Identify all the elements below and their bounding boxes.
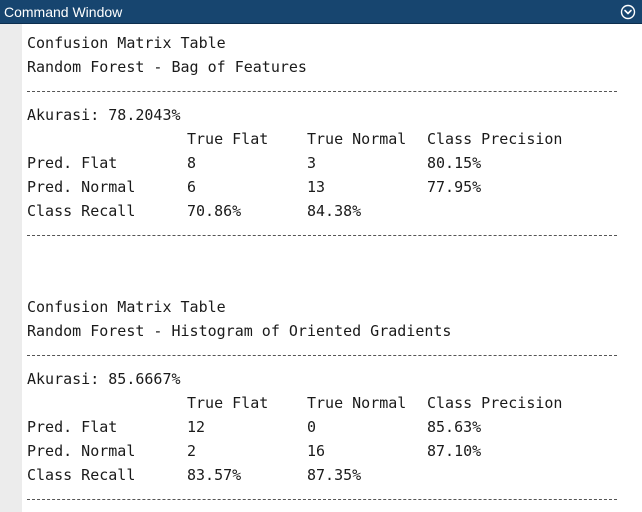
section-subheading: Random Forest - Histogram of Oriented Gr… — [27, 322, 452, 340]
table-header-row: True Flat True Normal Class Precision — [22, 391, 642, 415]
command-window-titlebar: Command Window — [0, 0, 642, 24]
table-header-row: True Flat True Normal Class Precision — [22, 127, 642, 151]
command-window-gutter — [0, 24, 22, 512]
column-header-true-normal: True Normal — [307, 130, 407, 148]
command-output[interactable]: Confusion Matrix Table Random Forest - B… — [22, 24, 642, 512]
column-header-true-flat: True Flat — [187, 394, 269, 412]
window-title: Command Window — [4, 4, 123, 20]
table-cell: 77.95% — [427, 178, 482, 196]
row-label: Class Recall — [27, 466, 136, 484]
table-row: Class Recall 70.86% 84.38% — [22, 199, 642, 223]
column-header-true-flat: True Flat — [187, 130, 269, 148]
table-cell: 87.35% — [307, 466, 362, 484]
row-label: Pred. Normal — [27, 442, 136, 460]
dashed-divider — [27, 235, 617, 236]
section-heading: Confusion Matrix Table — [27, 34, 226, 52]
column-header-class-precision: Class Precision — [427, 130, 563, 148]
table-cell: 70.86% — [187, 202, 242, 220]
table-cell: 0 — [307, 418, 317, 436]
table-row: Pred. Normal 2 16 87.10% — [22, 439, 642, 463]
section-subheading: Random Forest - Bag of Features — [27, 58, 307, 76]
dashed-divider — [27, 499, 617, 500]
accuracy-line: Akurasi: 85.6667% — [27, 370, 181, 388]
accuracy-line: Akurasi: 78.2043% — [27, 106, 181, 124]
column-header-true-normal: True Normal — [307, 394, 407, 412]
row-label: Pred. Flat — [27, 418, 118, 436]
row-label: Class Recall — [27, 202, 136, 220]
table-cell: 85.63% — [427, 418, 482, 436]
column-header-class-precision: Class Precision — [427, 394, 563, 412]
table-cell: 3 — [307, 154, 317, 172]
table-cell: 6 — [187, 178, 197, 196]
row-label: Pred. Flat — [27, 154, 118, 172]
row-label: Pred. Normal — [27, 178, 136, 196]
table-row: Pred. Normal 6 13 77.95% — [22, 175, 642, 199]
table-cell: 8 — [187, 154, 197, 172]
table-cell: 13 — [307, 178, 326, 196]
table-cell: 80.15% — [427, 154, 482, 172]
table-row: Class Recall 83.57% 87.35% — [22, 463, 642, 487]
table-cell: 16 — [307, 442, 326, 460]
window-actions-button[interactable] — [620, 4, 636, 20]
table-row: Pred. Flat 8 3 80.15% — [22, 151, 642, 175]
table-cell: 84.38% — [307, 202, 362, 220]
table-row: Pred. Flat 12 0 85.63% — [22, 415, 642, 439]
dashed-divider — [27, 91, 617, 92]
table-cell: 87.10% — [427, 442, 482, 460]
table-cell: 12 — [187, 418, 206, 436]
table-cell: 2 — [187, 442, 197, 460]
section-heading: Confusion Matrix Table — [27, 298, 226, 316]
chevron-down-circle-icon — [620, 4, 636, 20]
dashed-divider — [27, 355, 617, 356]
table-cell: 83.57% — [187, 466, 242, 484]
